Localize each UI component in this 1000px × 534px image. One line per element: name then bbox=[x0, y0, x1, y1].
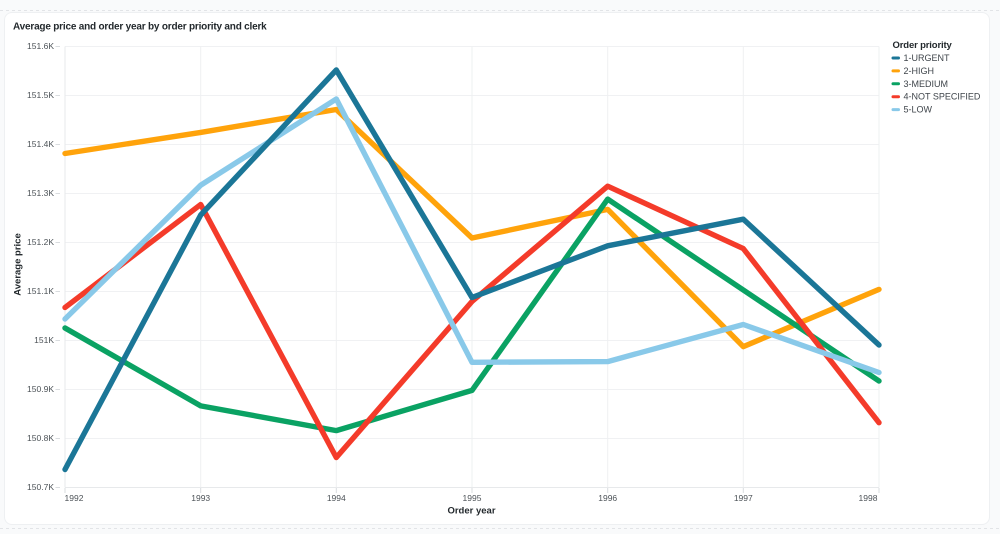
svg-text:4-NOT SPECIFIED: 4-NOT SPECIFIED bbox=[904, 92, 981, 102]
svg-text:150.8K: 150.8K bbox=[27, 433, 54, 443]
svg-text:1998: 1998 bbox=[859, 493, 878, 503]
svg-text:151.4K: 151.4K bbox=[27, 139, 54, 149]
svg-text:1995: 1995 bbox=[463, 493, 482, 503]
svg-text:1993: 1993 bbox=[191, 493, 210, 503]
svg-text:1994: 1994 bbox=[327, 493, 346, 503]
svg-text:151.5K: 151.5K bbox=[27, 90, 54, 100]
svg-text:151.6K: 151.6K bbox=[27, 41, 54, 51]
svg-text:Average price: Average price bbox=[13, 233, 24, 296]
svg-text:Order priority: Order priority bbox=[893, 40, 953, 51]
svg-text:3-MEDIUM: 3-MEDIUM bbox=[904, 79, 949, 89]
svg-text:1992: 1992 bbox=[65, 493, 84, 503]
svg-text:2-HIGH: 2-HIGH bbox=[904, 66, 935, 76]
svg-text:150.9K: 150.9K bbox=[27, 384, 54, 394]
svg-text:1997: 1997 bbox=[734, 493, 753, 503]
svg-text:Average price and order year b: Average price and order year by order pr… bbox=[13, 22, 267, 33]
svg-text:150.7K: 150.7K bbox=[27, 482, 54, 492]
svg-text:1996: 1996 bbox=[598, 493, 617, 503]
svg-text:151K: 151K bbox=[34, 335, 54, 345]
svg-text:Order year: Order year bbox=[447, 506, 495, 517]
svg-text:1-URGENT: 1-URGENT bbox=[904, 53, 951, 63]
svg-text:151.1K: 151.1K bbox=[27, 286, 54, 296]
svg-text:5-LOW: 5-LOW bbox=[904, 105, 933, 115]
svg-text:151.2K: 151.2K bbox=[27, 237, 54, 247]
svg-text:151.3K: 151.3K bbox=[27, 188, 54, 198]
